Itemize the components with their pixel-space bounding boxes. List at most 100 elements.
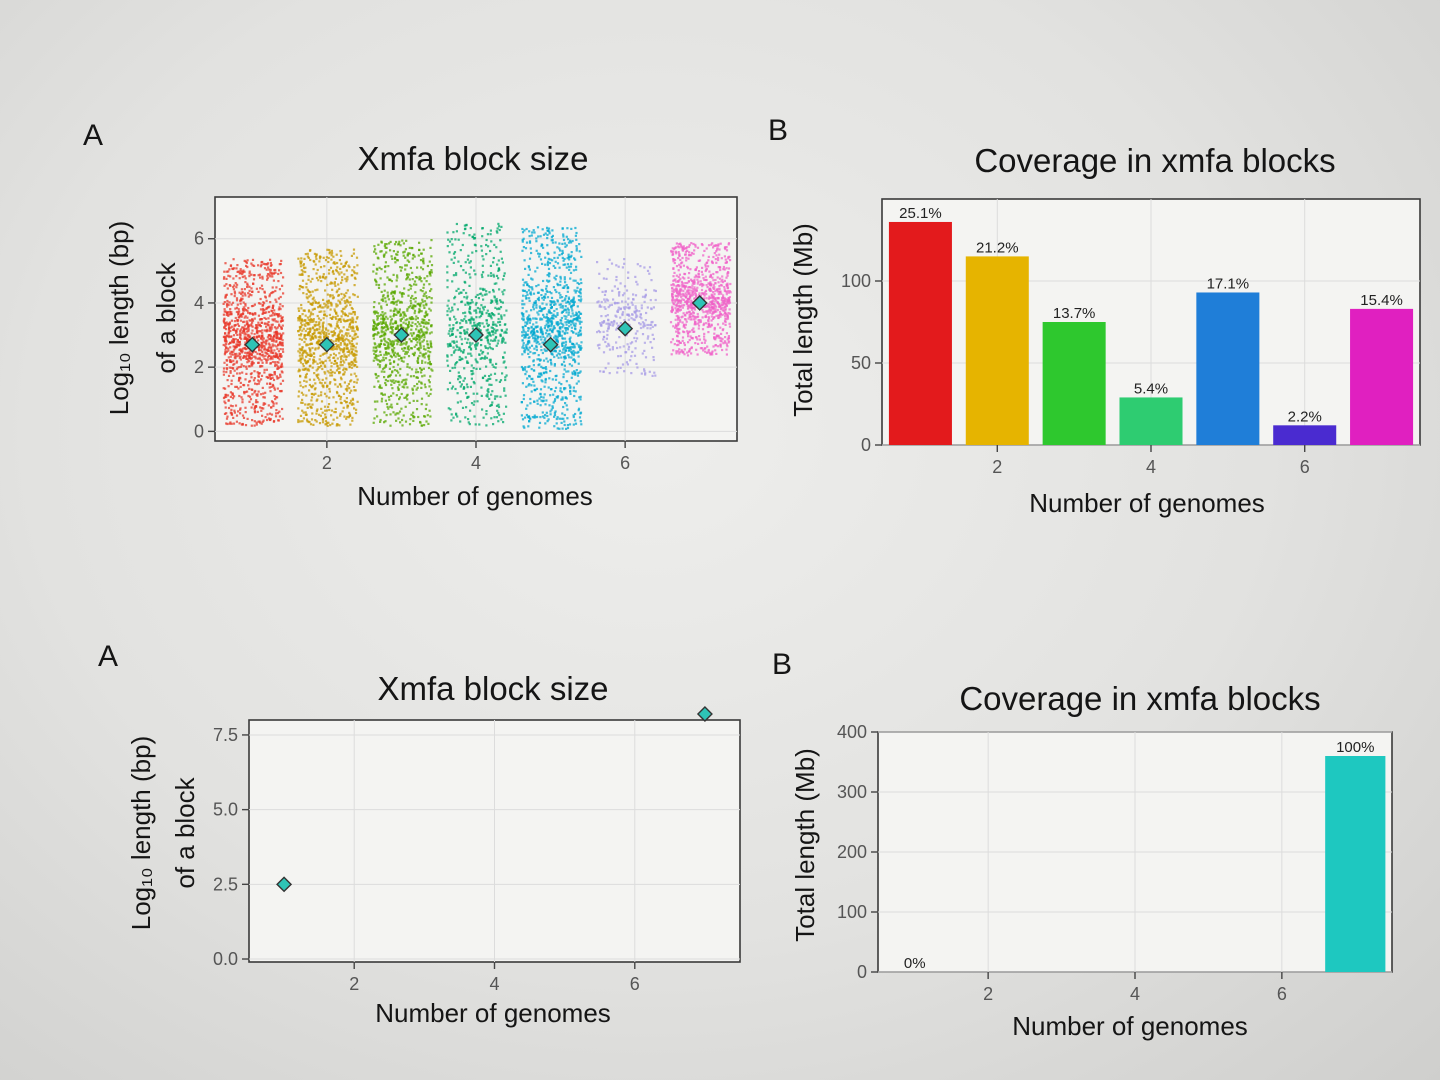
jitter-point (323, 392, 327, 395)
jitter-point (335, 345, 338, 349)
jitter-point (446, 359, 449, 362)
jitter-point (540, 395, 543, 398)
jitter-point (521, 240, 524, 243)
jitter-point (616, 366, 619, 370)
jitter-point (566, 290, 569, 293)
jitter-point (551, 353, 554, 356)
jitter-point (334, 342, 338, 346)
jitter-point (522, 425, 525, 428)
jitter-point (243, 355, 246, 358)
jitter-point (643, 266, 646, 269)
jitter-point (356, 378, 359, 381)
jitter-point (335, 312, 338, 315)
jitter-point (572, 415, 575, 419)
jitter-point (539, 306, 542, 310)
jitter-point (414, 338, 418, 342)
jitter-point (265, 317, 268, 320)
jitter-point (558, 349, 561, 352)
jitter-point (473, 269, 476, 272)
jitter-point (316, 268, 319, 272)
jitter-point (304, 403, 307, 406)
jitter-point (459, 249, 462, 252)
jitter-point (544, 263, 547, 266)
jitter-point (275, 409, 278, 412)
jitter-point (392, 342, 395, 345)
jitter-point (275, 412, 278, 415)
jitter-point (258, 345, 261, 348)
jitter-point (477, 327, 481, 330)
jitter-point (485, 253, 488, 256)
jitter-point (338, 352, 341, 355)
jitter-point (574, 313, 577, 317)
jitter-point (313, 356, 316, 359)
jitter-point (226, 323, 229, 326)
jitter-point (558, 332, 561, 335)
jitter-point (269, 351, 272, 354)
jitter-point (481, 227, 484, 230)
jitter-point (331, 317, 334, 320)
jitter-point (330, 409, 334, 412)
jitter-point (373, 301, 376, 304)
jitter-point (391, 351, 394, 354)
jitter-point (493, 338, 496, 341)
jitter-point (454, 295, 457, 298)
jitter-point (428, 354, 431, 357)
jitter-point (405, 341, 408, 344)
jitter-point (598, 347, 601, 350)
jitter-point (334, 407, 337, 410)
jitter-point (558, 242, 561, 245)
jitter-point (250, 361, 253, 364)
jitter-point (242, 320, 245, 324)
jitter-point (320, 280, 323, 283)
jitter-point (572, 389, 575, 392)
jitter-point (343, 312, 346, 315)
jitter-point (234, 354, 237, 357)
jitter-point (410, 306, 413, 309)
jitter-point (333, 345, 336, 348)
jitter-point (426, 328, 429, 331)
jitter-point (541, 228, 544, 231)
jitter-point (529, 350, 532, 354)
jitter-point (451, 366, 454, 370)
jitter-point (521, 227, 524, 231)
jitter-point (303, 334, 306, 337)
jitter-point (266, 349, 269, 352)
jitter-point (446, 355, 449, 358)
jitter-point (321, 367, 324, 371)
jitter-point (327, 272, 331, 275)
jitter-point (430, 388, 433, 391)
jitter-point (473, 400, 476, 403)
jitter-point (236, 283, 239, 286)
jitter-point (559, 387, 562, 390)
jitter-point (266, 273, 270, 276)
jitter-point (349, 399, 353, 402)
jitter-point (406, 277, 409, 280)
jitter-point (421, 353, 424, 356)
jitter-point (504, 330, 507, 333)
jitter-points-group (446, 222, 508, 427)
jitter-point (346, 406, 349, 409)
jitter-point (446, 245, 449, 248)
jitter-point (239, 408, 242, 411)
jitter-point (301, 420, 304, 423)
jitter-point (347, 264, 350, 267)
jitter-point (377, 359, 380, 362)
jitter-point (574, 412, 577, 416)
jitter-point (578, 250, 581, 253)
jitter-point (446, 310, 449, 313)
jitter-point (490, 403, 493, 406)
jitter-point (354, 411, 358, 415)
jitter-point (544, 332, 548, 335)
jitter-point (277, 343, 280, 346)
jitter-point (250, 273, 253, 276)
jitter-point (342, 368, 345, 371)
jitter-point (271, 351, 274, 354)
jitter-point (568, 349, 571, 352)
jitter-point (251, 403, 255, 406)
jitter-point (275, 330, 278, 333)
jitter-point (521, 278, 525, 281)
jitter-point (236, 339, 239, 342)
jitter-point (404, 405, 407, 408)
jitter-point (261, 304, 264, 307)
jitter-point (651, 346, 654, 349)
